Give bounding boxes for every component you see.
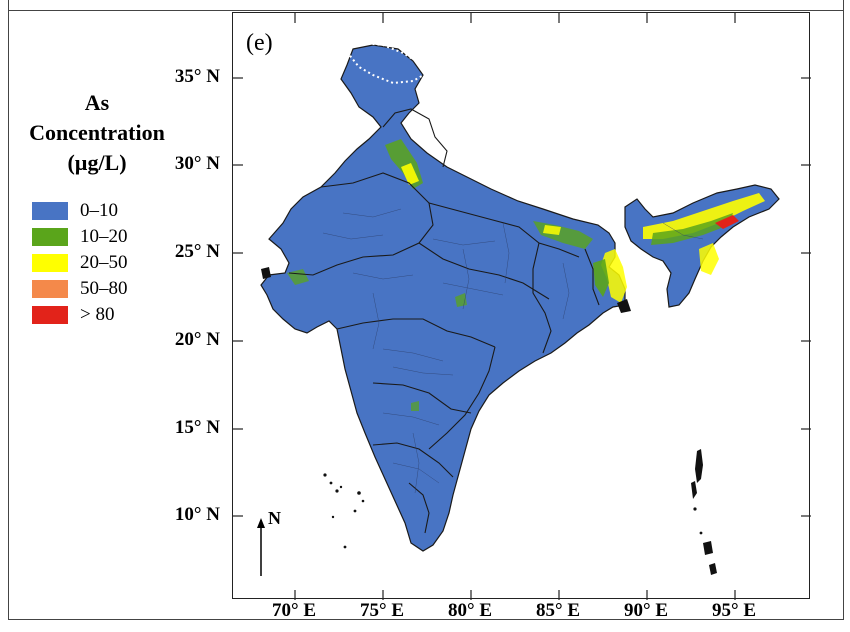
hotspot-south <box>411 401 419 411</box>
boundary-mp <box>418 242 550 300</box>
figure-top-frame <box>8 0 844 11</box>
longitude-label-90e: 90° E <box>623 600 669 621</box>
boundary-central <box>336 318 496 348</box>
disputed-boundary-northeast <box>672 180 780 210</box>
state-boundaries <box>288 108 600 534</box>
legend-label: 20–50 <box>80 252 128 273</box>
boundary-rajasthan <box>288 172 434 276</box>
legend-item-50-80: 50–80 <box>32 276 128 302</box>
boundary-up <box>428 202 580 258</box>
legend-title: As Concentration (µg/L) <box>12 88 182 178</box>
legend-swatch <box>32 280 68 298</box>
panel-label: (e) <box>246 30 273 56</box>
hotspot-punjab-yellow <box>401 163 419 185</box>
latitude-label-35n: 35° N <box>174 66 220 87</box>
northeast-region <box>624 184 780 308</box>
lakshadweep-islands <box>323 473 365 549</box>
boundary-south-central <box>372 382 472 414</box>
india-mainland <box>260 44 626 552</box>
hotspot-brahmaputra-valley-green <box>651 213 733 245</box>
latitude-label-30n: 30° N <box>174 153 220 174</box>
legend-item-over-80: > 80 <box>32 302 128 328</box>
india-map-svg <box>233 13 811 600</box>
boundary-south <box>372 442 454 478</box>
hotspot-ganges-delta-green <box>593 259 609 297</box>
legend-swatch <box>32 254 68 272</box>
tick-marks <box>233 13 811 600</box>
legend-item-10-20: 10–20 <box>32 224 128 250</box>
boundary-bengal <box>584 248 600 306</box>
hotspot-brahmaputra-valley <box>643 193 765 239</box>
north-arrow-icon <box>257 518 265 576</box>
sundarbans-coast <box>617 299 631 313</box>
legend-item-20-50: 20–50 <box>32 250 128 276</box>
legend-swatch <box>32 202 68 220</box>
boundary-east <box>532 242 552 354</box>
hotspot-ganges-delta <box>601 249 627 303</box>
hotspot-brahmaputra-red <box>715 215 739 229</box>
hotspot-gangetic-plain-yellow <box>543 225 561 235</box>
andaman-nicobar-islands <box>691 449 717 575</box>
latitude-label-15n: 15° N <box>174 417 220 438</box>
legend-label: 0–10 <box>80 200 118 221</box>
north-arrow-label: N <box>268 508 281 528</box>
legend: 0–10 10–20 20–50 50–80 > 80 <box>32 198 128 328</box>
legend-label: 50–80 <box>80 278 128 299</box>
legend-label: 10–20 <box>80 226 128 247</box>
latitude-label-25n: 25° N <box>174 241 220 262</box>
legend-title-line-2: Concentration <box>29 120 165 145</box>
disputed-boundary-north <box>341 41 429 85</box>
hotspot-barak-valley <box>699 243 719 275</box>
longitude-label-95e: 95° E <box>711 600 757 621</box>
legend-swatch <box>32 306 68 324</box>
legend-label: > 80 <box>80 304 115 325</box>
concentration-hotspots <box>287 139 765 411</box>
boundary-far-south <box>408 482 430 534</box>
longitude-label-80e: 80° E <box>447 600 493 621</box>
latitude-label-10n: 10° N <box>174 504 220 525</box>
legend-title-line-1: As <box>84 90 110 115</box>
district-boundaries <box>322 208 704 494</box>
longitude-label-70e: 70° E <box>271 600 317 621</box>
legend-swatch <box>32 228 68 246</box>
boundary-deccan <box>428 346 496 450</box>
boundary-north <box>382 108 448 168</box>
longitude-label-75e: 75° E <box>359 600 405 621</box>
map-panel <box>232 12 811 600</box>
legend-title-line-3: (µg/L) <box>67 150 127 175</box>
kutch-coast <box>261 267 271 279</box>
longitude-label-85e: 85° E <box>535 600 581 621</box>
legend-item-0-10: 0–10 <box>32 198 128 224</box>
figure-frame <box>8 9 844 620</box>
latitude-label-20n: 20° N <box>174 329 220 350</box>
